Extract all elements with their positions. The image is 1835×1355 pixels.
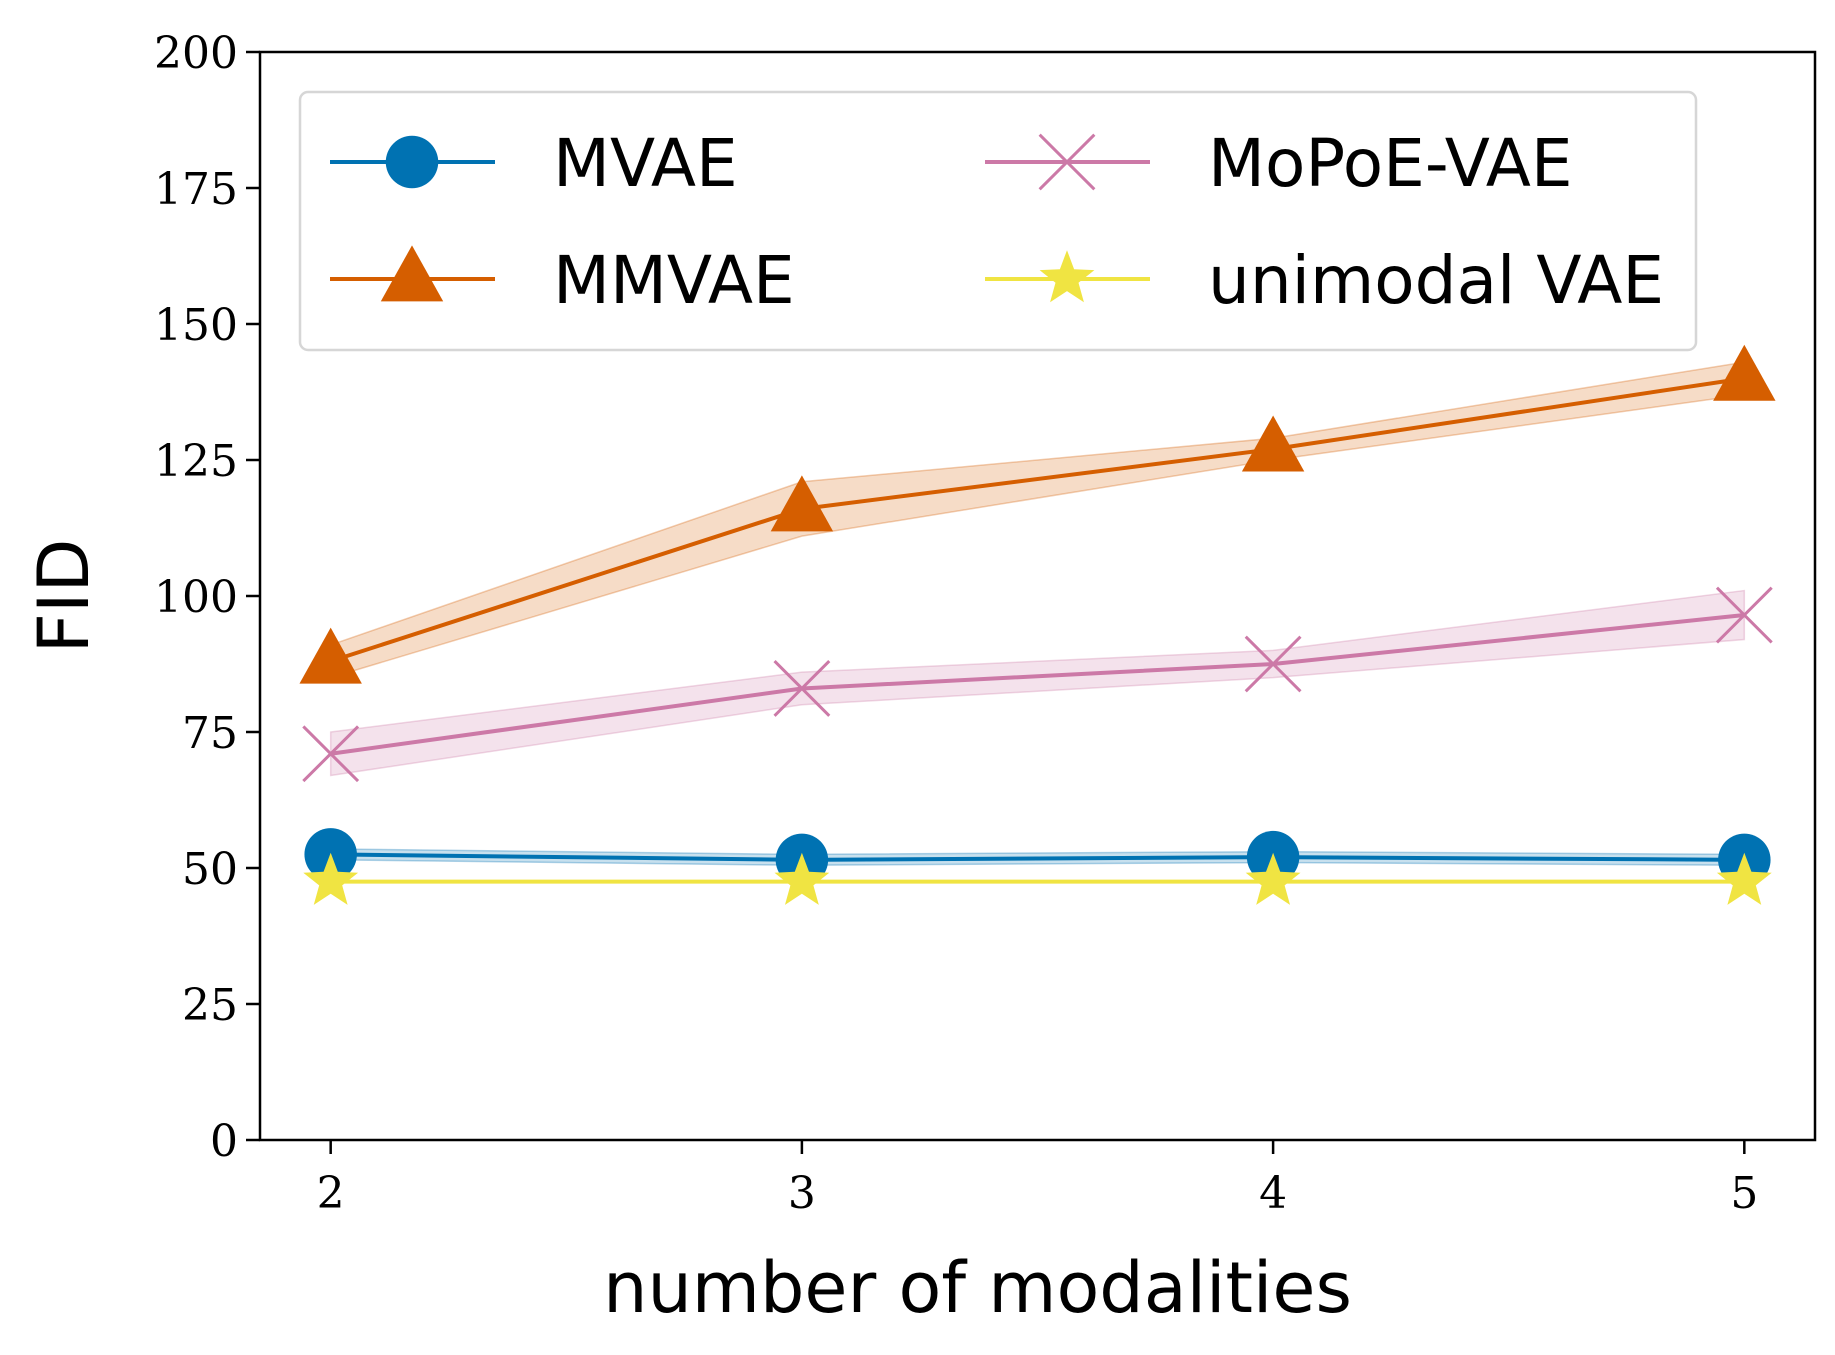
legend-item-mvae: MVAE xyxy=(330,125,738,202)
legend-item-mopoe-vae: MoPoE-VAE xyxy=(985,125,1573,202)
y-tick-label: 100 xyxy=(154,572,238,623)
unimodal-vae-point xyxy=(1245,852,1301,905)
legend-label: MVAE xyxy=(553,125,738,202)
series-lines xyxy=(330,376,1745,884)
x-tick-label: 3 xyxy=(788,1168,816,1219)
y-tick-label: 0 xyxy=(210,1116,238,1167)
y-tick-label: 25 xyxy=(182,980,238,1031)
mmvae-point xyxy=(1241,415,1305,472)
x-tick-label: 5 xyxy=(1730,1168,1758,1219)
mmvae-line xyxy=(330,376,1745,664)
mopoe-vae-point xyxy=(1715,586,1773,644)
mopoe-vae-line xyxy=(330,613,1745,756)
y-tick-label: 175 xyxy=(154,164,238,215)
mopoe-vae-point xyxy=(302,725,360,783)
legend-label: unimodal VAE xyxy=(1208,242,1664,319)
y-tick-label: 125 xyxy=(154,436,238,487)
legend-label: MMVAE xyxy=(553,242,795,319)
y-tick-label: 150 xyxy=(154,300,238,351)
legend-marker xyxy=(380,245,444,302)
y-axis-title: FID xyxy=(23,539,105,654)
mopoe-vae-band xyxy=(329,589,1746,777)
legend-marker xyxy=(1039,250,1095,303)
mopoe-vae-point xyxy=(1244,635,1302,693)
legend-label: MoPoE-VAE xyxy=(1208,125,1573,202)
mvae-line xyxy=(330,852,1745,862)
x-tick-label: 2 xyxy=(317,1168,345,1219)
y-tick-label: 50 xyxy=(182,844,238,895)
legend-item-mmvae: MMVAE xyxy=(330,242,795,319)
legend-item-unimodal-vae: unimodal VAE xyxy=(985,242,1664,319)
axes: 0 25 50 75 100 125 150 175 200 2 3 4 5 xyxy=(154,28,1758,1219)
mmvae-point xyxy=(770,475,834,532)
legend-marker xyxy=(1038,133,1096,191)
series-markers xyxy=(299,344,1776,905)
unimodal-vae-point xyxy=(774,852,830,905)
legend: MVAE MMVAE MoPoE-VAE unimodal VAE xyxy=(298,90,1698,352)
x-tick-label: 4 xyxy=(1259,1168,1287,1219)
y-tick-label: 200 xyxy=(154,28,238,79)
legend-marker xyxy=(385,135,439,189)
mmvae-point xyxy=(299,627,362,684)
mopoe-vae-point xyxy=(773,660,831,717)
legend-box xyxy=(298,90,1698,352)
unimodal-vae-point xyxy=(1716,852,1772,905)
x-axis-title: number of modalities xyxy=(603,1247,1352,1329)
unimodal-vae-point xyxy=(303,852,359,905)
mmvae-point xyxy=(1713,344,1776,401)
y-tick-label: 75 xyxy=(182,708,238,759)
